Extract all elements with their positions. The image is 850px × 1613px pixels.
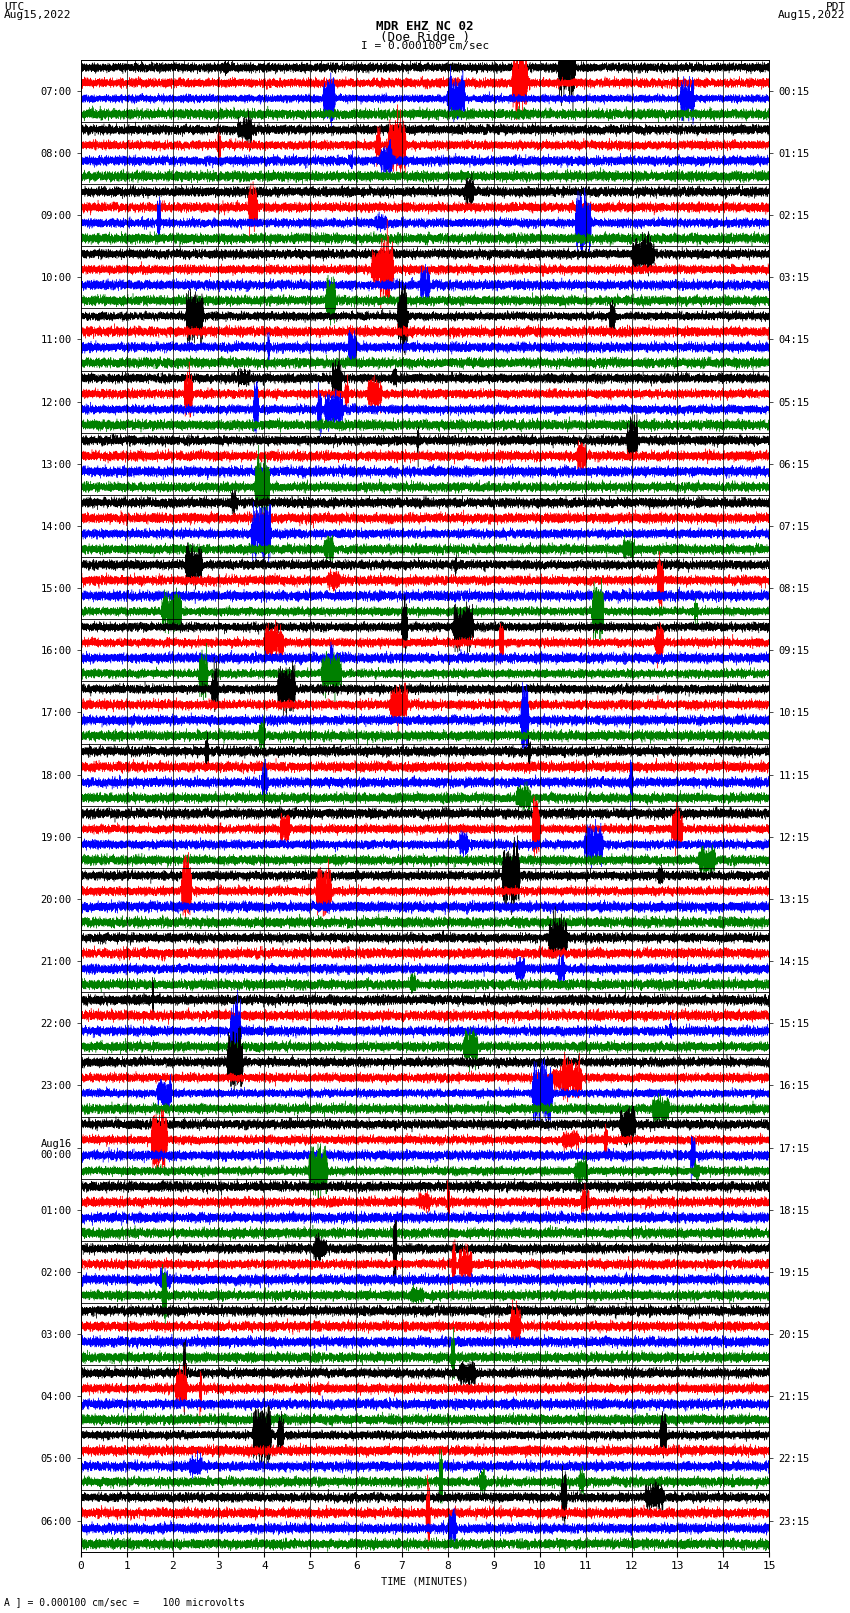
Text: A ] = 0.000100 cm/sec =    100 microvolts: A ] = 0.000100 cm/sec = 100 microvolts bbox=[4, 1597, 245, 1607]
Text: Aug15,2022: Aug15,2022 bbox=[4, 10, 71, 19]
Text: PDT: PDT bbox=[825, 2, 846, 11]
Text: UTC: UTC bbox=[4, 2, 25, 11]
Text: MDR EHZ NC 02: MDR EHZ NC 02 bbox=[377, 19, 473, 34]
X-axis label: TIME (MINUTES): TIME (MINUTES) bbox=[382, 1578, 468, 1587]
Text: (Doe Ridge ): (Doe Ridge ) bbox=[380, 31, 470, 44]
Text: Aug15,2022: Aug15,2022 bbox=[779, 10, 846, 19]
Text: I = 0.000100 cm/sec: I = 0.000100 cm/sec bbox=[361, 40, 489, 52]
